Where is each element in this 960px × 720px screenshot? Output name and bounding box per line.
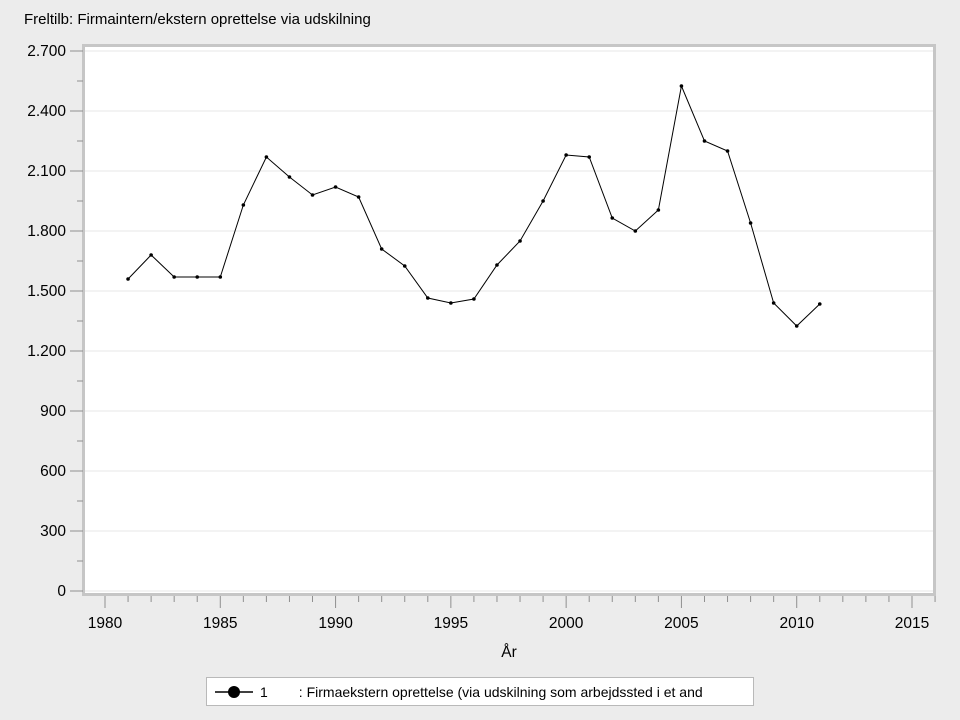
chart-title: Freltilb: Firmaintern/ekstern oprettelse… [24, 11, 371, 28]
data-point [264, 155, 269, 159]
data-point [426, 296, 430, 300]
plot-area [82, 44, 936, 596]
data-point [679, 84, 684, 88]
y-axis-tick-label: 300 [40, 523, 66, 540]
data-point [518, 239, 522, 243]
data-point [449, 301, 453, 305]
y-axis-tick-label: 1.800 [27, 223, 66, 240]
data-point [541, 199, 545, 203]
x-axis-tick-label: 2010 [779, 615, 814, 632]
data-point [241, 203, 246, 207]
data-point [587, 155, 591, 159]
x-axis-tick-label: 2000 [549, 615, 584, 632]
y-axis-tick-label: 1.200 [27, 343, 66, 360]
data-point [725, 149, 730, 153]
data-point [149, 253, 153, 257]
data-point [748, 221, 753, 225]
y-axis-tick-label: 2.100 [27, 163, 66, 180]
y-axis-tick-label: 600 [40, 463, 66, 480]
data-point [402, 264, 407, 268]
data-point [379, 247, 384, 251]
x-axis-tick-label: 1985 [203, 615, 237, 632]
data-point [333, 185, 338, 189]
data-point [310, 193, 315, 197]
data-point [656, 208, 661, 212]
data-point [126, 277, 130, 281]
y-axis-tick-label: 900 [40, 403, 66, 420]
data-point [771, 301, 776, 305]
data-point [172, 275, 176, 279]
y-axis-tick-label: 2.700 [27, 43, 66, 60]
data-point [633, 229, 638, 233]
data-point [472, 297, 476, 301]
data-point [610, 216, 615, 220]
legend-series-description: : Firmaekstern oprettelse (via udskilnin… [298, 683, 703, 700]
data-point [287, 175, 292, 179]
data-point [794, 324, 799, 328]
legend: 1 : Firmaekstern oprettelse (via udskiln… [206, 677, 754, 706]
x-axis-tick-label: 1980 [88, 615, 123, 632]
data-point [817, 302, 822, 306]
x-axis-title: År [501, 644, 517, 661]
data-point [564, 153, 568, 157]
y-axis-tick-label: 2.400 [27, 103, 66, 120]
legend-line-marker-icon [215, 685, 253, 698]
y-axis-tick-label: 1.500 [27, 283, 66, 300]
data-point [356, 195, 361, 199]
data-point [702, 139, 707, 143]
data-point [495, 263, 499, 267]
x-axis-tick-label: 1995 [434, 615, 468, 632]
legend-series-label: 1 [260, 683, 268, 700]
x-axis-tick-label: 1990 [318, 615, 353, 632]
data-point [195, 275, 200, 279]
y-axis-tick-label: 0 [57, 583, 66, 600]
x-axis-tick-label: 2005 [664, 615, 698, 632]
data-point [218, 275, 223, 279]
x-axis-tick-label: 2015 [895, 615, 929, 632]
line-chart: 0 300 600 900 1.200 1.500 1.800 2.100 2.400 2.700… [27, 43, 936, 661]
